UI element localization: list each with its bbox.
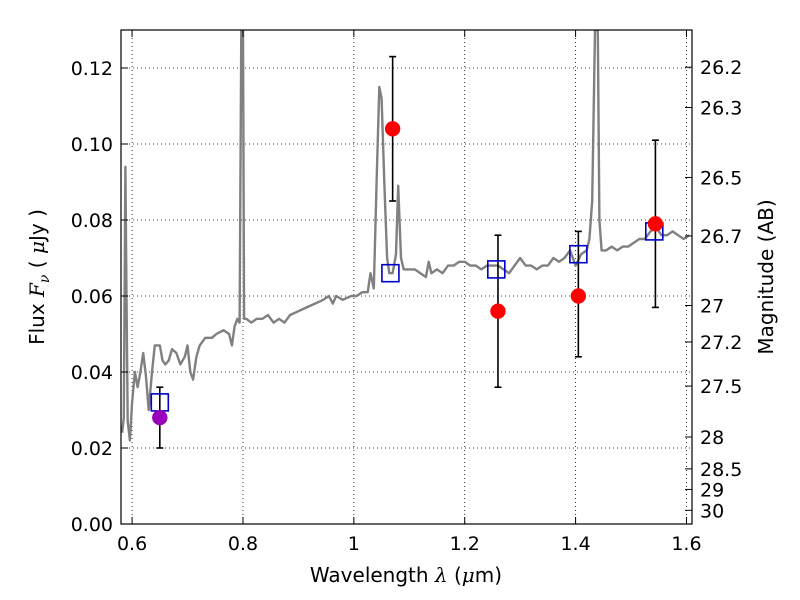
y-tick-label: 0.02 bbox=[71, 438, 113, 460]
y-tick-label: 0.12 bbox=[71, 58, 113, 80]
y-tick-label: 0.06 bbox=[71, 286, 113, 308]
observed-point bbox=[152, 409, 168, 426]
observed-point bbox=[490, 303, 506, 319]
x-tick-label: 0.6 bbox=[117, 533, 147, 555]
x-tick-label: 1 bbox=[348, 533, 360, 555]
magnitude-tick-label: 26.2 bbox=[700, 57, 742, 79]
magnitude-tick-label: 29 bbox=[700, 479, 724, 501]
y-tick-label: 0.00 bbox=[71, 514, 113, 536]
magnitude-tick-label: 26.7 bbox=[700, 226, 742, 248]
magnitude-tick-label: 28.5 bbox=[700, 459, 742, 481]
y-axis-title: Flux Fν ( μJy ) bbox=[25, 209, 53, 345]
plot-area bbox=[121, 30, 690, 442]
model-square bbox=[487, 260, 506, 279]
y-tick-label: 0.04 bbox=[71, 362, 113, 384]
ticks: 0.6 0.8 1 1.2 1.4 1.6 0.00 0.02 0.04 0.06 0.08 0.10… bbox=[71, 30, 742, 555]
x-tick-label: 0.8 bbox=[228, 533, 258, 555]
magnitude-tick-label: 30 bbox=[700, 500, 724, 522]
x-axis-title: Wavelength λ (μm) bbox=[310, 563, 502, 587]
spectrum-line bbox=[121, 30, 690, 442]
x-tick-label: 1.4 bbox=[560, 533, 590, 555]
right-axis-title: Magnitude (AB) bbox=[754, 199, 778, 354]
x-tick-label: 1.6 bbox=[671, 533, 701, 555]
magnitude-tick-label: 28 bbox=[700, 427, 724, 449]
magnitude-tick-label: 26.5 bbox=[700, 167, 742, 189]
x-tick-label: 1.2 bbox=[450, 533, 480, 555]
y-tick-label: 0.08 bbox=[71, 210, 113, 232]
observed-point bbox=[647, 216, 664, 232]
observed-point bbox=[570, 288, 587, 304]
magnitude-tick-label: 27.5 bbox=[700, 376, 742, 398]
observed-point bbox=[384, 121, 401, 137]
markers bbox=[150, 55, 664, 449]
model-square bbox=[381, 263, 400, 283]
magnitude-tick-label: 27 bbox=[700, 296, 724, 318]
magnitude-tick-label: 26.3 bbox=[700, 98, 742, 120]
model-square bbox=[569, 244, 588, 264]
axes-frame bbox=[120, 29, 693, 525]
y-tick-label: 0.10 bbox=[71, 134, 113, 156]
magnitude-tick-label: 27.2 bbox=[700, 332, 742, 354]
